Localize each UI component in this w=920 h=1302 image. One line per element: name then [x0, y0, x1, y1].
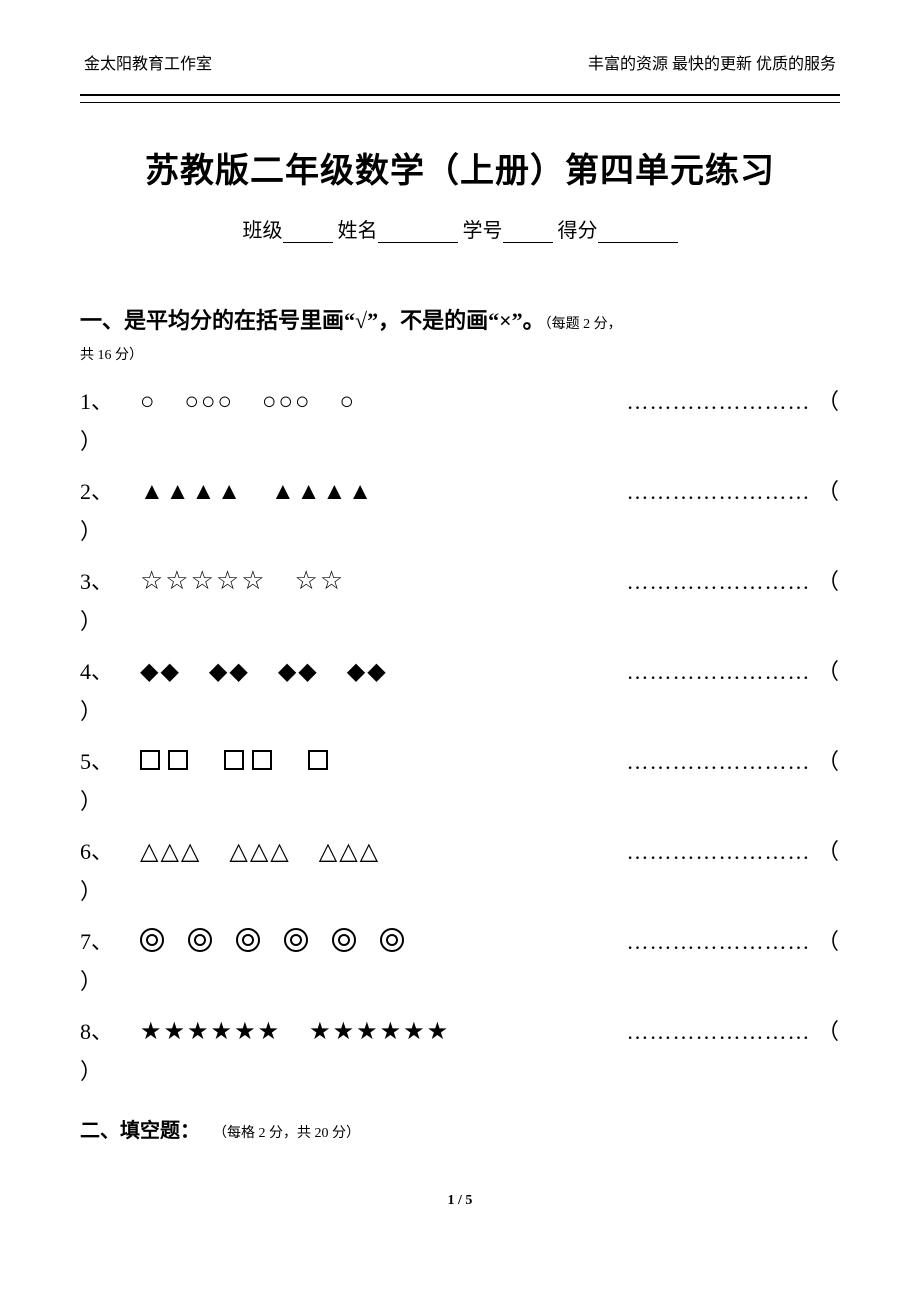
open-paren: （	[817, 929, 840, 954]
item-num-3: 3、	[80, 564, 140, 596]
item-dots-6: …………………… （	[520, 834, 840, 866]
item-row-6: 6、 △△△△△△△△△ …………………… （	[80, 834, 840, 874]
open-paren: （	[817, 1019, 840, 1044]
header-rule-thin	[80, 102, 840, 103]
open-paren: （	[817, 389, 840, 414]
close-paren-7: ）	[80, 964, 840, 1004]
close-paren-5: ）	[80, 784, 840, 824]
page-number: 1 / 5	[80, 1193, 840, 1209]
item-shapes-3: ☆☆☆☆☆☆☆	[140, 566, 520, 596]
section-1-tail: 共 16 分）	[80, 344, 840, 364]
close-paren-2: ）	[80, 514, 840, 554]
item-row-5: 5、 …………………… （	[80, 744, 840, 784]
item-num-2: 2、	[80, 474, 140, 506]
item-row-8: 8、 ★★★★★★★★★★★★ …………………… （	[80, 1014, 840, 1054]
dots: ……………………	[626, 659, 810, 684]
header-left: 金太阳教育工作室	[84, 50, 212, 74]
dots: ……………………	[626, 929, 810, 954]
running-header: 金太阳教育工作室 丰富的资源 最快的更新 优质的服务	[80, 50, 840, 82]
section-2-note: （每格 2 分，共 20 分）	[213, 1126, 360, 1141]
item-num-7: 7、	[80, 924, 140, 956]
item-dots-5: …………………… （	[520, 744, 840, 776]
item-num-4: 4、	[80, 654, 140, 686]
item-shapes-4: ◆◆◆◆◆◆◆◆	[140, 657, 520, 686]
section-1-note: （每题 2 分，	[545, 317, 622, 332]
open-paren: （	[817, 749, 840, 774]
item-num-6: 6、	[80, 834, 140, 866]
item-row-3: 3、 ☆☆☆☆☆☆☆ …………………… （	[80, 564, 840, 604]
document-title: 苏教版二年级数学（上册）第四单元练习	[80, 143, 840, 192]
name-blank	[378, 224, 458, 243]
section-1: 一、是平均分的在括号里画“√”，不是的画“×”。（每题 2 分， 共 16 分）…	[80, 303, 840, 1094]
name-label: 姓名	[338, 220, 378, 242]
item-shapes-2: ▲▲▲▲▲▲▲▲	[140, 479, 520, 506]
open-paren: （	[817, 839, 840, 864]
dots: ……………………	[626, 479, 810, 504]
dots: ……………………	[626, 569, 810, 594]
score-label: 得分	[558, 220, 598, 242]
close-paren-3: ）	[80, 604, 840, 644]
open-paren: （	[817, 659, 840, 684]
item-dots-3: …………………… （	[520, 564, 840, 596]
id-label: 学号	[463, 220, 503, 242]
class-label: 班级	[243, 220, 283, 242]
item-row-1: 1、 ○○○○○○○○ …………………… （	[80, 384, 840, 424]
open-paren: （	[817, 569, 840, 594]
student-info-line: 班级 姓名 学号 得分	[80, 214, 840, 243]
open-paren: （	[817, 479, 840, 504]
section-2-heading-text: 二、填空题：	[80, 1120, 200, 1142]
item-row-7: 7、 …………………… （	[80, 924, 840, 964]
section-1-heading-text: 一、是平均分的在括号里画“√”，不是的画“×”。	[80, 308, 545, 333]
item-shapes-5	[140, 749, 520, 775]
item-dots-2: …………………… （	[520, 474, 840, 506]
item-dots-1: …………………… （	[520, 384, 840, 416]
header-rule-thick	[80, 94, 840, 96]
close-paren-1: ）	[80, 424, 840, 464]
score-blank	[598, 224, 678, 243]
item-dots-4: …………………… （	[520, 654, 840, 686]
close-paren-4: ）	[80, 694, 840, 734]
dots: ……………………	[626, 1019, 810, 1044]
id-blank	[503, 224, 553, 243]
item-shapes-7	[140, 928, 520, 955]
page: 金太阳教育工作室 丰富的资源 最快的更新 优质的服务 苏教版二年级数学（上册）第…	[0, 0, 920, 1249]
close-paren-6: ）	[80, 874, 840, 914]
dots: ……………………	[626, 389, 810, 414]
section-1-heading: 一、是平均分的在括号里画“√”，不是的画“×”。（每题 2 分，	[80, 303, 840, 338]
class-blank	[283, 224, 333, 243]
item-shapes-8: ★★★★★★★★★★★★	[140, 1017, 520, 1046]
item-row-2: 2、 ▲▲▲▲▲▲▲▲ …………………… （	[80, 474, 840, 514]
header-right: 丰富的资源 最快的更新 优质的服务	[588, 50, 836, 74]
item-num-1: 1、	[80, 384, 140, 416]
dots: ……………………	[626, 749, 810, 774]
item-shapes-6: △△△△△△△△△	[140, 837, 520, 866]
close-paren-8: ）	[80, 1054, 840, 1094]
item-shapes-1: ○○○○○○○○	[140, 389, 520, 416]
item-dots-7: …………………… （	[520, 924, 840, 956]
section-2-heading: 二、填空题： （每格 2 分，共 20 分）	[80, 1114, 840, 1143]
item-num-8: 8、	[80, 1014, 140, 1046]
item-dots-8: …………………… （	[520, 1014, 840, 1046]
item-row-4: 4、 ◆◆◆◆◆◆◆◆ …………………… （	[80, 654, 840, 694]
item-num-5: 5、	[80, 744, 140, 776]
dots: ……………………	[626, 839, 810, 864]
